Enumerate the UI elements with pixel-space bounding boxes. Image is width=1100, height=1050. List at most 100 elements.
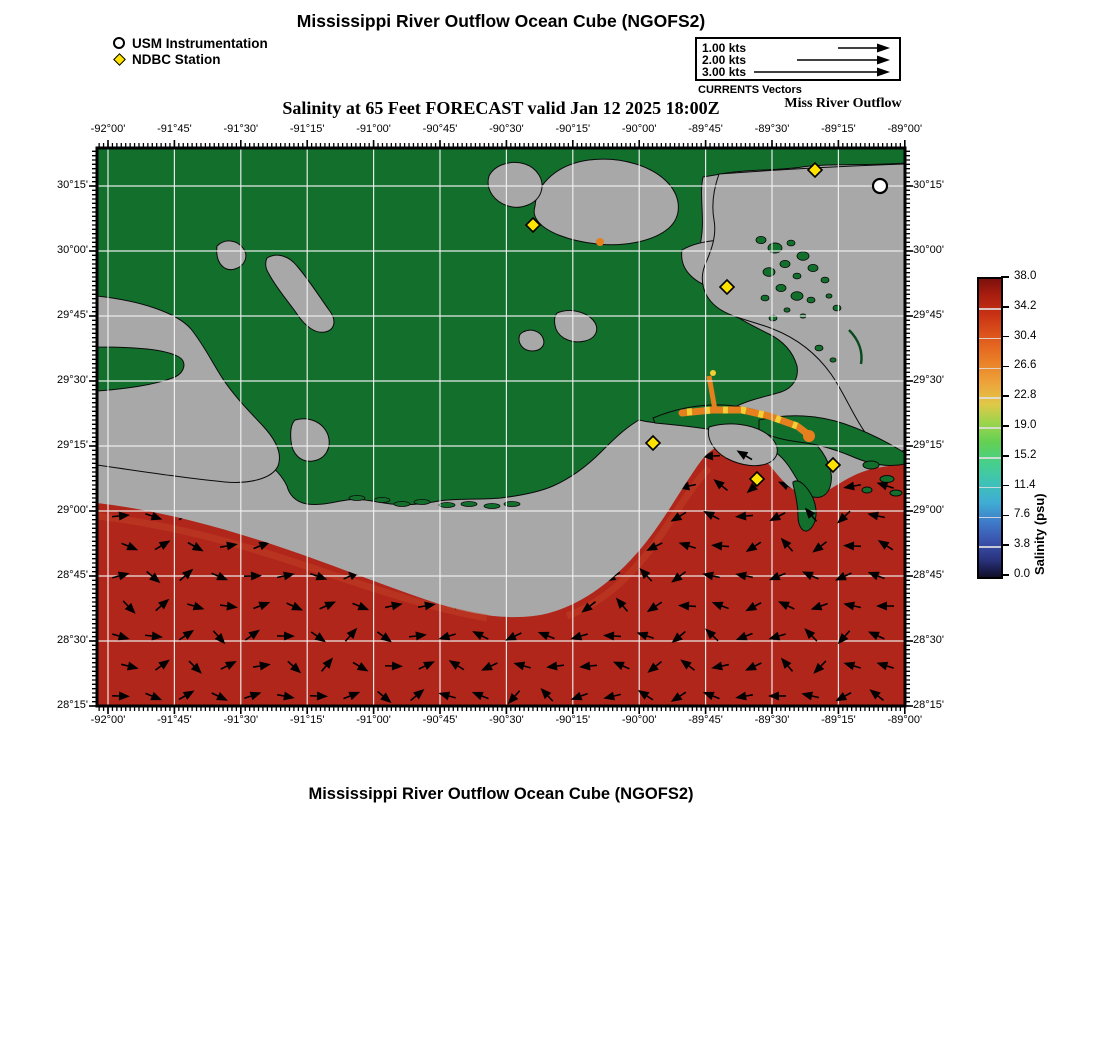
lon-tick-label-bottom: -89°15'	[821, 714, 856, 726]
current-vector-arrow	[219, 601, 238, 611]
current-vector-arrow	[352, 601, 370, 611]
current-vector-arrow	[376, 631, 392, 643]
marsh-island	[790, 291, 804, 301]
lat-tick-label-right: 30°15'	[913, 179, 944, 191]
current-vector-arrow	[780, 657, 794, 672]
vector-scale-2kt: 2.00 kts	[702, 53, 747, 67]
outflow-spot	[710, 370, 716, 376]
chandeleur-islands	[848, 329, 863, 365]
colorbar-tick	[1001, 276, 1009, 278]
ndbc-station-marker	[718, 278, 736, 296]
current-vector-arrow	[735, 691, 754, 701]
colorbar-tick-label: 38.0	[1014, 270, 1037, 282]
current-vector-arrow	[745, 661, 762, 671]
colorbar-separator	[979, 337, 1001, 340]
current-vector-arrow	[410, 688, 425, 702]
current-vector-arrow	[320, 657, 334, 672]
colorbar-tick-label: 22.8	[1014, 389, 1037, 402]
marsh-island	[796, 251, 810, 261]
colorbar-tick	[1001, 514, 1009, 517]
lon-tick-label-bottom: -89°00'	[887, 714, 923, 726]
legend-label-usm: USM Instrumentation	[132, 36, 268, 51]
colorbar-tick	[1001, 335, 1009, 338]
current-vector-arrow	[877, 539, 894, 551]
current-vector-arrow	[178, 690, 195, 701]
delta-island	[862, 460, 880, 470]
current-vector-arrow	[647, 660, 662, 673]
current-vector-arrow	[252, 661, 271, 671]
colorbar-separator	[979, 427, 1001, 429]
current-vector-arrow	[768, 571, 786, 581]
colorbar-tick-label: 11.4	[1014, 478, 1036, 491]
current-vector-arrow	[310, 631, 327, 643]
current-vector-arrow	[711, 661, 730, 671]
lon-tick-label-bottom: -91°30'	[223, 714, 259, 726]
vector-scale-1kt: 1.00 kts	[702, 41, 747, 55]
current-vector-arrow	[276, 631, 295, 641]
current-vector-arrow	[639, 567, 653, 582]
colorbar-tick-label: 3.8	[1014, 538, 1030, 551]
colorbar-tick	[1001, 306, 1009, 308]
current-vector-arrow	[253, 601, 271, 611]
small-lake-b	[265, 254, 335, 333]
current-vector-arrow	[178, 629, 195, 641]
river-outflow-streaks	[596, 238, 815, 442]
circle-icon	[113, 37, 125, 49]
lon-tick-label-top: -91°45'	[157, 123, 192, 135]
current-vector-arrow	[702, 451, 721, 461]
current-vector-arrow	[253, 541, 271, 551]
current-vector-arrow	[418, 661, 435, 671]
frame-border	[95, 146, 907, 708]
current-vector-arrow	[876, 601, 895, 611]
lat-tick-label-left: 28°45'	[57, 569, 88, 581]
lon-tick-label-top: -89°00'	[887, 123, 923, 135]
current-vector-arrow	[837, 510, 851, 524]
current-vector-arrow	[570, 631, 588, 641]
current-vector-arrow	[244, 691, 262, 701]
current-vector-arrow	[384, 661, 403, 671]
map-frame	[89, 140, 913, 714]
current-vector-arrow	[145, 511, 163, 521]
coastal-islet	[438, 502, 456, 508]
current-vector-arrow	[702, 691, 720, 701]
gulf-salinity-plume	[97, 443, 905, 706]
ndbc-station-marker	[824, 456, 842, 474]
delta-jetty	[792, 480, 817, 532]
current-vector-arrow	[540, 687, 554, 702]
current-vector-arrow	[438, 631, 456, 641]
current-vector-arrow	[187, 601, 205, 611]
current-vector-arrow	[801, 571, 819, 581]
lon-tick-label-bottom: -90°00'	[621, 714, 657, 726]
current-vector-arrow	[310, 571, 328, 581]
current-vector-arrow	[735, 511, 754, 521]
current-vector-arrow	[112, 631, 130, 641]
coastal-islet	[483, 503, 501, 509]
colorbar-separator	[979, 546, 1001, 548]
lon-tick-label-top: -90°00'	[621, 123, 657, 135]
lon-tick-label-top: -90°30'	[489, 123, 524, 135]
current-vector-arrow	[243, 571, 262, 581]
current-vector-arrow	[636, 631, 654, 641]
current-vector-arrow	[154, 540, 171, 551]
current-vector-arrow	[286, 601, 304, 611]
lake-maurepas	[487, 162, 543, 208]
current-vector-arrow	[810, 601, 828, 611]
lat-tick-label-left: 29°15'	[57, 439, 88, 451]
current-vector-arrow	[867, 631, 885, 641]
colorbar-tick-label: 0.0	[1014, 568, 1030, 580]
marsh-island	[792, 272, 802, 280]
current-vector-arrow	[837, 630, 851, 645]
mississippi-sound	[701, 163, 906, 453]
lon-tick-label-bottom: -90°15'	[555, 714, 591, 726]
lat-tick-label-right: 30°00'	[913, 244, 944, 256]
lon-tick-label-top: -89°45'	[688, 123, 723, 135]
lon-tick-label-bottom: -91°00'	[356, 714, 391, 726]
current-vector-arrow	[438, 691, 456, 701]
lat-tick-label-left: 28°30'	[57, 634, 88, 646]
marsh-island	[829, 357, 837, 363]
current-vector-arrow	[579, 661, 598, 671]
current-vector-arrow	[768, 691, 787, 701]
marsh-island	[825, 293, 833, 299]
ndbc-station-marker	[524, 216, 542, 234]
